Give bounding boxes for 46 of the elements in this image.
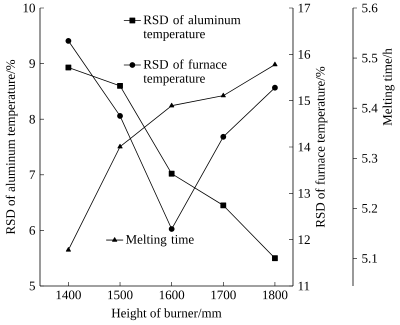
point (220, 202, 226, 208)
point (272, 255, 278, 262)
y2-tick-label: 14 (298, 142, 310, 152)
y-tick-label: 9 (29, 59, 35, 68)
point (168, 170, 175, 177)
x-tick-label: 1500 (108, 290, 133, 300)
x-tick-label: 1700 (211, 290, 236, 300)
y2-tick-label: 17 (298, 4, 310, 12)
y3-tick-label: 5.4 (362, 104, 378, 113)
y3-tick-label: 5.3 (362, 154, 378, 163)
point (117, 144, 123, 148)
point (272, 62, 278, 66)
point (117, 82, 123, 89)
point (169, 102, 174, 108)
legend-label: RSD of aluminum temperature (143, 14, 241, 41)
y3-axis-title: Melting time/h (382, 48, 394, 126)
point (168, 226, 175, 232)
y2-tick-label: 12 (298, 235, 310, 244)
point (66, 38, 72, 44)
y3-tick-label: 5.5 (362, 54, 378, 62)
y2-axis-title: RSD of furnace temperature/% (315, 66, 328, 228)
point (272, 84, 278, 91)
y3-tick-label: 5.1 (362, 254, 377, 263)
legend-label: RSD of furnace temperature (143, 59, 227, 86)
legend-label: Melting time (126, 234, 194, 246)
point (220, 134, 226, 140)
x-tick-label: 1800 (263, 290, 288, 300)
point (220, 92, 226, 98)
point (66, 247, 71, 252)
y2-tick-label: 13 (298, 188, 310, 198)
y2-tick-label: 16 (298, 50, 310, 59)
y2-tick-label: 15 (298, 96, 310, 106)
x-tick-label: 1400 (56, 290, 81, 300)
y2-tick-label: 11 (298, 282, 310, 290)
y-axis-title: RSD of aluminum temperature/% (6, 60, 18, 234)
y3-tick-label: 5.2 (362, 204, 378, 213)
y-tick-label: 5 (30, 282, 35, 290)
y-tick-label: 6 (30, 226, 36, 235)
y3-tick-label: 5.6 (362, 4, 378, 12)
y-tick-label: 7 (30, 170, 36, 180)
point (66, 64, 72, 70)
y-tick-label: 8 (29, 114, 35, 124)
x-axis-title: Height of burner/mm (112, 308, 222, 320)
x-tick-label: 1600 (160, 290, 184, 300)
y-tick-label: 10 (24, 4, 35, 12)
point (117, 113, 123, 119)
